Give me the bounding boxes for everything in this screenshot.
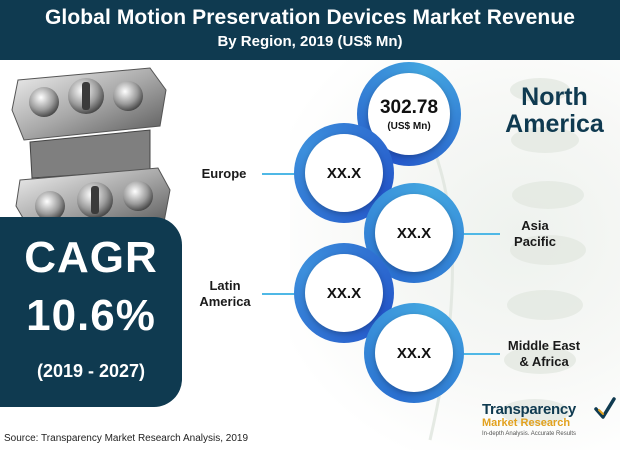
device-image (0, 60, 175, 231)
connector-europe (262, 173, 298, 175)
asia-pacific-value: XX.X (396, 224, 432, 242)
cagr-period: (2019 - 2027) (36, 361, 146, 381)
middle-east-africa-label-line1: Middle East (507, 338, 581, 353)
middle-east-africa-label: Middle East & Africa (494, 338, 594, 370)
page-title: Global Motion Preservation Devices Marke… (44, 6, 576, 29)
header-banner: Global Motion Preservation Devices Marke… (0, 0, 620, 60)
middle-east-africa-value: XX.X (396, 344, 432, 362)
north-america-label-line1: North (521, 83, 588, 111)
latin-america-label-line1: Latin (209, 278, 241, 293)
cagr-label: CAGR (24, 233, 158, 282)
latin-america-label: Latin America (190, 278, 260, 310)
connector-middle-east (460, 353, 500, 355)
ring-middle-east-africa: XX.X (364, 303, 464, 403)
asia-pacific-label: Asia Pacific (500, 218, 570, 250)
ring-europe: XX.X (294, 123, 394, 223)
logo-tagline: In-depth Analysis. Accurate Results (482, 431, 577, 437)
asia-pacific-label-line1: Asia (521, 218, 549, 233)
middle-east-africa-label-line2: & Africa (519, 354, 569, 369)
logo-word1: Transparency (482, 401, 576, 418)
latin-america-label-line2: America (199, 294, 251, 309)
north-america-label-line2: America (505, 110, 604, 138)
north-america-value: 302.78 (379, 96, 439, 118)
ring-latin-america: XX.X (294, 243, 394, 343)
connector-asia-pacific (460, 233, 500, 235)
europe-label: Europe (201, 166, 247, 181)
implant-illustration (11, 67, 171, 231)
source-note: Source: Transparency Market Research Ana… (4, 433, 249, 444)
north-america-label: North America (492, 84, 617, 138)
connector-latin-america (262, 293, 298, 295)
asia-pacific-label-line2: Pacific (514, 234, 556, 249)
logo-word2: Market Research (482, 417, 571, 429)
company-logo: Transparency Market Research In-depth An… (482, 395, 616, 445)
cagr-value: 10.6% (26, 291, 156, 340)
latin-america-value: XX.X (326, 284, 362, 302)
north-america-unit: (US$ Mn) (387, 120, 431, 132)
cagr-panel: CAGR 10.6% (2019 - 2027) (0, 217, 182, 407)
checkmark-icon (594, 397, 616, 419)
europe-value: XX.X (326, 164, 362, 182)
spine-illustration (388, 78, 586, 441)
page-subtitle: By Region, 2019 (US$ Mn) (217, 33, 403, 50)
